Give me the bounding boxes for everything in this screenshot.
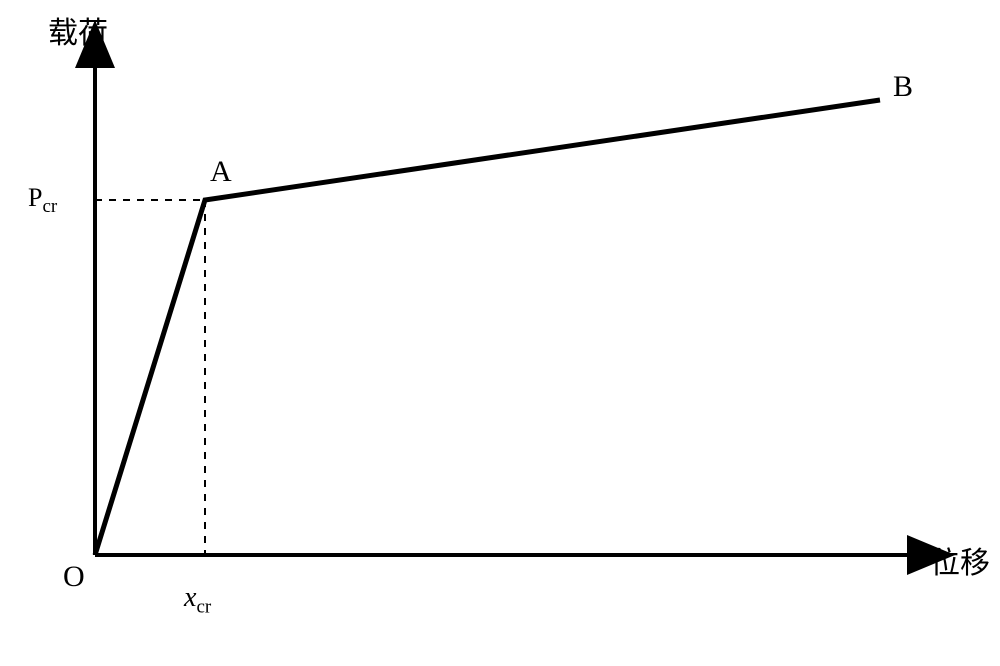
xcr-sub: cr	[196, 597, 211, 618]
chart-svg	[0, 0, 1000, 666]
point-b-label: B	[893, 70, 913, 104]
x-tick-xcr: xcr	[184, 582, 211, 619]
pcr-prefix: P	[28, 183, 42, 212]
y-tick-pcr: Pcr	[28, 183, 57, 218]
x-axis-label: 位移	[930, 538, 990, 582]
origin-label: O	[63, 560, 85, 594]
point-a-label: A	[210, 155, 232, 189]
load-displacement-chart: 载荷 位移 O A B Pcr xcr	[0, 0, 1000, 666]
pcr-sub: cr	[42, 196, 57, 217]
y-axis-label: 载荷	[48, 8, 108, 52]
xcr-var: x	[184, 582, 196, 613]
